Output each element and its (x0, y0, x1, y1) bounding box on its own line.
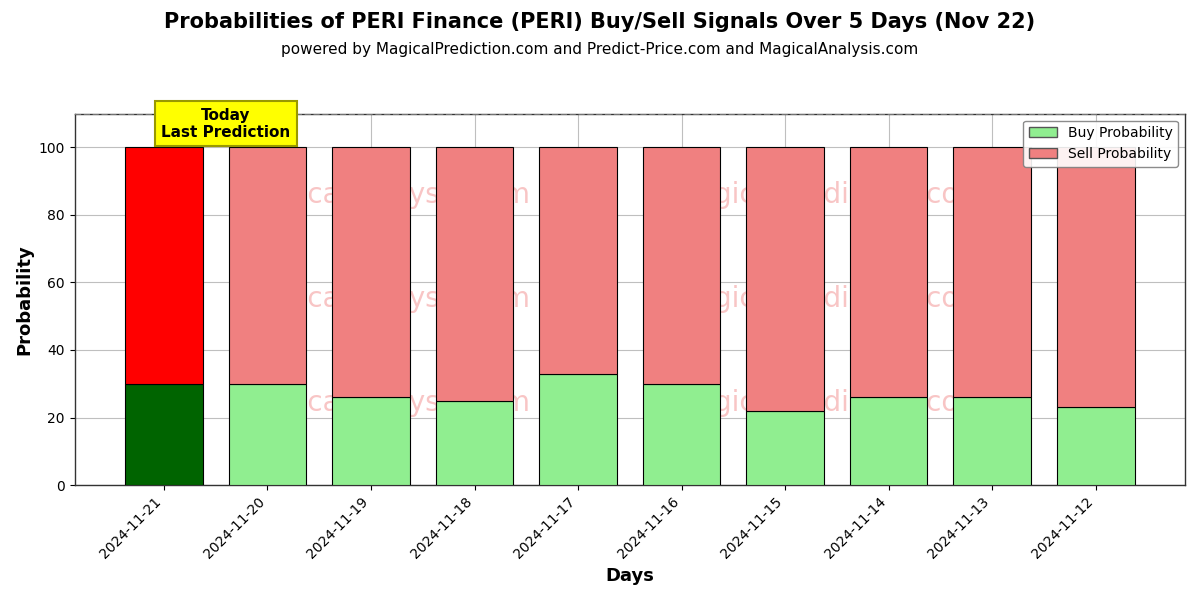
Bar (953, 148, 1031, 397)
Bar (436, 401, 514, 485)
Text: MagicalPrediction.com: MagicalPrediction.com (673, 286, 986, 313)
X-axis label: Days: Days (605, 567, 654, 585)
Text: powered by MagicalPrediction.com and Predict-Price.com and MagicalAnalysis.com: powered by MagicalPrediction.com and Pre… (281, 42, 919, 57)
Bar (332, 148, 410, 397)
Text: MagicalAnalysis.com: MagicalAnalysis.com (241, 181, 530, 209)
Bar (229, 384, 306, 485)
Bar (850, 397, 928, 485)
Bar (1057, 407, 1134, 485)
Bar (746, 411, 824, 485)
Y-axis label: Probability: Probability (16, 244, 34, 355)
Bar (125, 148, 203, 384)
Bar (850, 148, 928, 397)
Bar (125, 384, 203, 485)
Text: MagicalPrediction.com: MagicalPrediction.com (673, 389, 986, 418)
Text: MagicalAnalysis.com: MagicalAnalysis.com (241, 286, 530, 313)
Bar (643, 384, 720, 485)
Bar (332, 397, 410, 485)
Bar (539, 148, 617, 374)
Bar (643, 148, 720, 384)
Bar (436, 148, 514, 401)
Text: MagicalAnalysis.com: MagicalAnalysis.com (241, 389, 530, 418)
Text: MagicalPrediction.com: MagicalPrediction.com (673, 181, 986, 209)
Bar (229, 148, 306, 384)
Legend: Buy Probability, Sell Probability: Buy Probability, Sell Probability (1024, 121, 1178, 167)
Text: Today
Last Prediction: Today Last Prediction (162, 107, 290, 140)
Bar (539, 374, 617, 485)
Bar (746, 148, 824, 411)
Bar (1057, 148, 1134, 407)
Bar (953, 397, 1031, 485)
Text: Probabilities of PERI Finance (PERI) Buy/Sell Signals Over 5 Days (Nov 22): Probabilities of PERI Finance (PERI) Buy… (164, 12, 1036, 32)
